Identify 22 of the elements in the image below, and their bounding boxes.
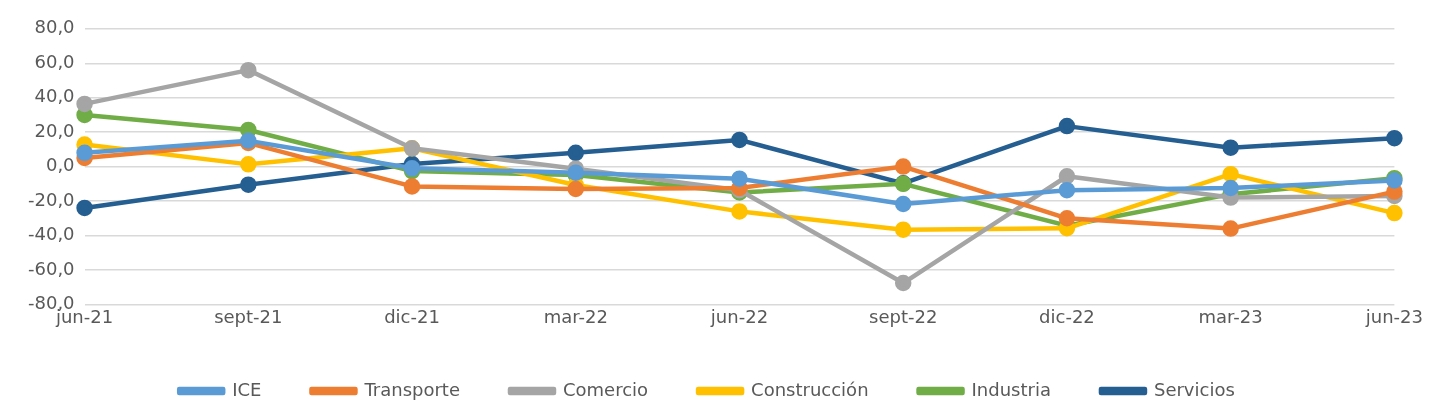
x-tick-label: dic-21 bbox=[384, 305, 440, 327]
y-tick-label: 0,0 bbox=[45, 154, 75, 176]
x-tick-label: sept-22 bbox=[869, 305, 938, 327]
y-tick-label: 60,0 bbox=[34, 50, 75, 72]
legend-label: Transporte bbox=[363, 378, 460, 400]
x-tick-label: dic-22 bbox=[1039, 305, 1095, 327]
y-tick-label: 40,0 bbox=[34, 85, 75, 107]
x-tick-label: jun-23 bbox=[1364, 305, 1423, 327]
legend-label: Construcción bbox=[751, 378, 869, 400]
x-tick-label: mar-23 bbox=[1198, 305, 1263, 327]
x-tick-label: sept-21 bbox=[214, 305, 283, 327]
legend-label: ICE bbox=[232, 378, 262, 400]
y-tick-label: -40,0 bbox=[28, 223, 75, 245]
y-tick-label: -20,0 bbox=[28, 188, 75, 210]
legend-label: Industria bbox=[971, 378, 1051, 400]
legend-label: Comercio bbox=[562, 378, 649, 400]
y-tick-label: 20,0 bbox=[34, 119, 75, 141]
legend-label: Servicios bbox=[1153, 378, 1235, 400]
x-tick-label: mar-22 bbox=[543, 305, 608, 327]
y-tick-label: 80,0 bbox=[34, 16, 75, 38]
x-tick-label: jun-22 bbox=[709, 305, 769, 327]
y-tick-label: -60,0 bbox=[28, 257, 75, 279]
